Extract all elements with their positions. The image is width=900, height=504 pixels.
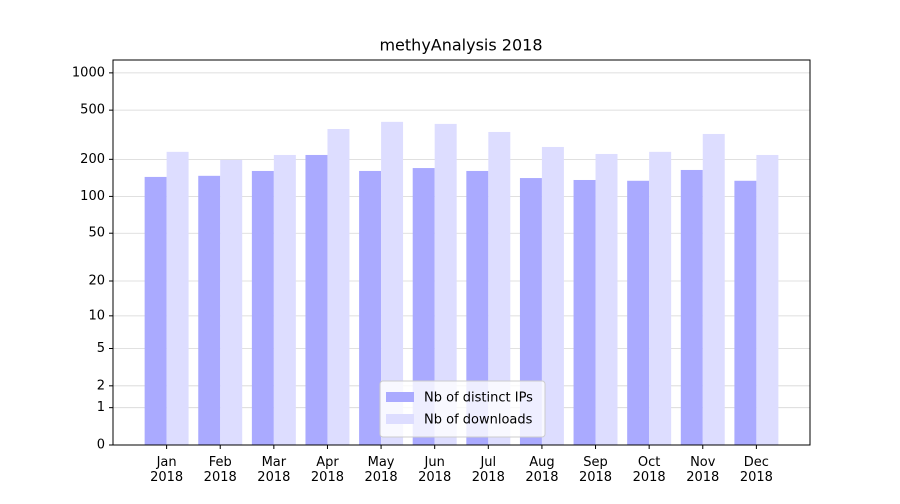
y-tick-label: 1000: [72, 65, 105, 80]
bar: [573, 179, 596, 445]
x-tick-label: Apr 2018: [311, 455, 344, 485]
bar: [541, 146, 564, 445]
bar: [466, 170, 489, 445]
bar: [702, 133, 725, 446]
y-tick-label: 10: [88, 308, 105, 323]
legend-swatch: [386, 392, 414, 402]
y-tick-label: 0: [97, 438, 105, 453]
x-tick-label: Jun 2018: [418, 455, 451, 485]
axes-frame: [112, 59, 811, 446]
bar: [488, 131, 511, 446]
legend-label: Nb of downloads: [424, 413, 533, 428]
chart-title: methyAnalysis 2018: [379, 36, 542, 55]
bar: [273, 154, 296, 445]
bar: [734, 180, 757, 445]
bar: [649, 151, 672, 445]
legend-swatch: [386, 414, 414, 424]
bar: [627, 180, 650, 445]
bar: [412, 168, 435, 446]
bar: [198, 175, 221, 445]
x-tick-label: May 2018: [365, 455, 398, 485]
legend-label: Nb of distinct IPs: [424, 391, 533, 406]
bar: [756, 154, 779, 445]
y-tick-label: 1: [97, 400, 105, 415]
legend-box: [379, 380, 546, 438]
y-tick-label: 5: [97, 341, 105, 356]
y-tick-label: 50: [88, 226, 105, 241]
legend: Nb of distinct IPs Nb of downloads: [379, 380, 546, 438]
y-tick-label: 2: [97, 378, 105, 393]
bar: [327, 129, 350, 446]
y-tick-label: 500: [80, 103, 105, 118]
bar: [359, 170, 382, 445]
x-tick-label: Aug 2018: [525, 455, 558, 485]
bar: [595, 153, 618, 446]
x-tick-label: Jan 2018: [150, 455, 183, 485]
bar: [519, 178, 542, 446]
y-tick-label: 100: [80, 189, 105, 204]
bar: [251, 170, 274, 445]
bar: [381, 121, 404, 446]
bar: [144, 176, 167, 445]
bar: [166, 151, 189, 445]
y-tick-label: 200: [80, 152, 105, 167]
x-tick-label: Oct 2018: [633, 455, 666, 485]
bar: [680, 169, 703, 446]
x-tick-label: Dec 2018: [740, 455, 773, 485]
bar: [434, 123, 457, 446]
x-tick-label: Mar 2018: [257, 455, 290, 485]
x-tick-label: Sep 2018: [579, 455, 612, 485]
plot: [144, 121, 779, 446]
bar: [305, 154, 328, 445]
x-tick-label: Jul 2018: [472, 455, 505, 485]
bar: [220, 159, 243, 445]
y-tick-label: 20: [88, 274, 105, 289]
x-tick-label: Nov 2018: [686, 455, 719, 485]
x-tick-label: Feb 2018: [204, 455, 237, 485]
